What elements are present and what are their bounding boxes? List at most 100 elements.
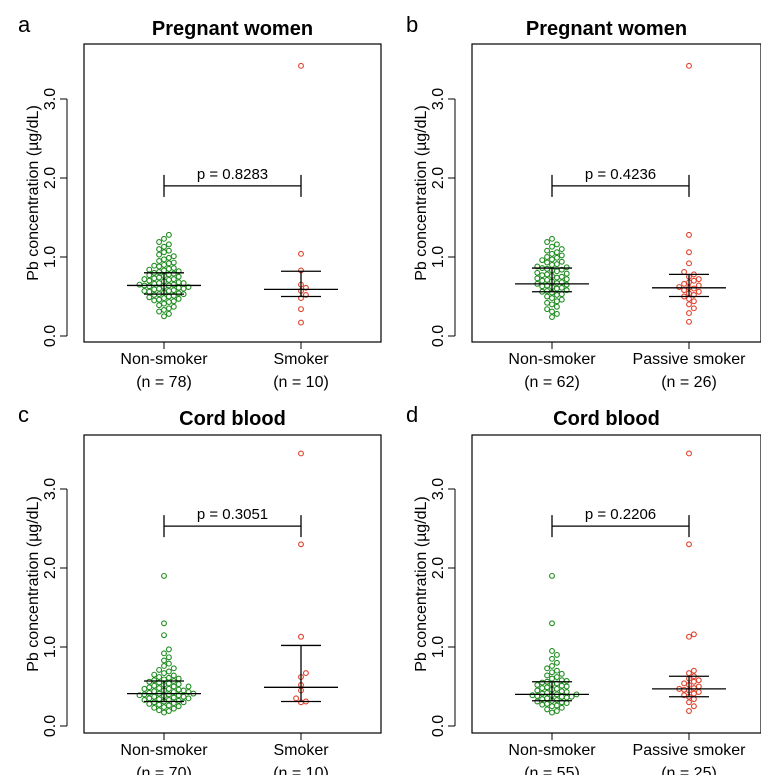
data-point [563,678,570,684]
y-tick-label: 3.0 [430,478,447,500]
data-point [170,281,177,288]
data-point [686,708,692,714]
data-point [563,700,570,707]
y-tick-label: 0.0 [430,325,447,347]
data-point [156,696,163,703]
chart-title: Cord blood [553,408,660,430]
x-tick-n-label: (n = 70) [136,765,192,775]
data-point [180,687,187,694]
x-tick-n-label: (n = 10) [273,374,329,391]
data-point [170,276,177,283]
data-point [539,701,546,708]
data-point [161,632,167,639]
data-point [676,284,683,290]
data-point [146,288,153,295]
data-point [695,276,702,283]
data-point [558,682,565,689]
data-point [549,295,555,302]
panel-c: c Cord blood 0.0 1.0 2.0 3.0Pb concentration … [18,402,382,775]
data-point [156,701,163,708]
data-point [170,303,177,310]
data-point [170,270,177,277]
data-point [553,254,560,261]
panel-letter: b [406,12,418,37]
data-point [553,659,560,666]
data-point [161,313,167,320]
data-point [539,257,546,264]
data-point [165,654,172,661]
plot-frame [471,43,761,343]
data-point [165,231,172,238]
data-point [156,296,163,303]
data-point [553,274,560,281]
data-point [549,647,555,654]
data-point [563,264,570,271]
data-point [170,292,177,299]
data-point [180,699,187,706]
data-point [690,685,697,692]
y-tick-label: 0.0 [430,715,447,737]
data-point [165,293,172,300]
data-point [146,695,153,702]
x-tick-label: Passive smoker [633,742,747,759]
data-point [539,690,546,697]
data-point [544,299,551,306]
data-point [544,706,551,713]
data-point [165,254,172,261]
data-point [146,684,153,691]
y-axis-label: Pb concentration (µg/dL) [25,496,42,672]
p-value-label: p = 0.3051 [197,506,268,523]
data-point [298,450,304,457]
data-point [170,694,177,701]
data-point [165,674,172,681]
data-point [686,231,692,238]
data-point [690,298,697,305]
data-point [156,302,163,309]
data-point [165,305,172,312]
panel-letter: c [18,402,29,427]
plot-frame [83,43,382,343]
x-tick-n-label: (n = 78) [136,374,192,391]
data-point [151,291,158,298]
data-point [165,685,172,692]
data-point [175,295,182,302]
data-point [690,703,697,710]
data-point [161,620,167,627]
data-point [553,261,560,268]
x-tick-n-label: (n = 55) [524,765,580,775]
data-point [544,695,551,702]
data-point [302,291,309,298]
data-point [553,685,560,692]
data-point [151,297,158,304]
x-tick-n-label: (n = 25) [661,765,717,775]
data-point [175,697,182,704]
data-point [298,306,304,313]
data-point [558,273,565,280]
data-point [170,689,177,695]
data-point [161,261,167,268]
data-point [549,256,555,263]
data-point [686,260,692,267]
data-point [161,650,167,657]
data-point [558,677,565,684]
data-point [690,696,697,703]
data-point [156,269,163,275]
data-point [534,681,541,688]
data-point [298,541,304,548]
data-point [146,700,153,707]
data-point [690,277,697,284]
panel-a: a Pregnant women 0.0 1.0 2.0 3.0Pb concentrat… [18,12,382,391]
data-point [553,285,560,292]
data-point [298,633,304,640]
data-point [549,663,555,669]
y-tick-label: 2.0 [42,167,59,189]
data-point [695,683,702,690]
data-point [529,692,536,699]
data-point [553,280,560,287]
data-point [180,693,187,700]
data-point [553,667,560,674]
data-point [170,672,177,679]
data-point [553,249,560,256]
data-point [146,277,153,284]
